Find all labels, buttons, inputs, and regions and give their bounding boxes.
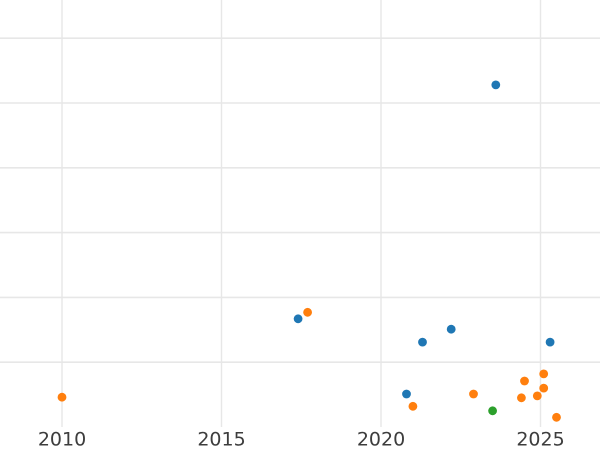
data-point-orange	[57, 392, 67, 402]
data-points	[57, 80, 561, 422]
data-point-blue	[446, 324, 456, 334]
data-point-green	[488, 406, 497, 416]
data-point-orange	[408, 401, 418, 411]
data-point-blue	[418, 337, 427, 347]
data-point-blue	[545, 337, 555, 347]
data-point-orange	[539, 369, 549, 379]
gridlines	[0, 0, 600, 427]
data-point-orange	[517, 393, 526, 403]
data-point-orange	[539, 383, 549, 393]
data-point-orange	[520, 376, 529, 386]
data-point-blue	[491, 80, 501, 90]
data-point-orange	[552, 412, 561, 422]
data-point-orange	[469, 389, 478, 399]
data-point-blue	[402, 389, 411, 399]
data-point-blue	[293, 314, 303, 324]
data-point-orange	[532, 391, 542, 401]
data-point-orange	[303, 307, 312, 317]
